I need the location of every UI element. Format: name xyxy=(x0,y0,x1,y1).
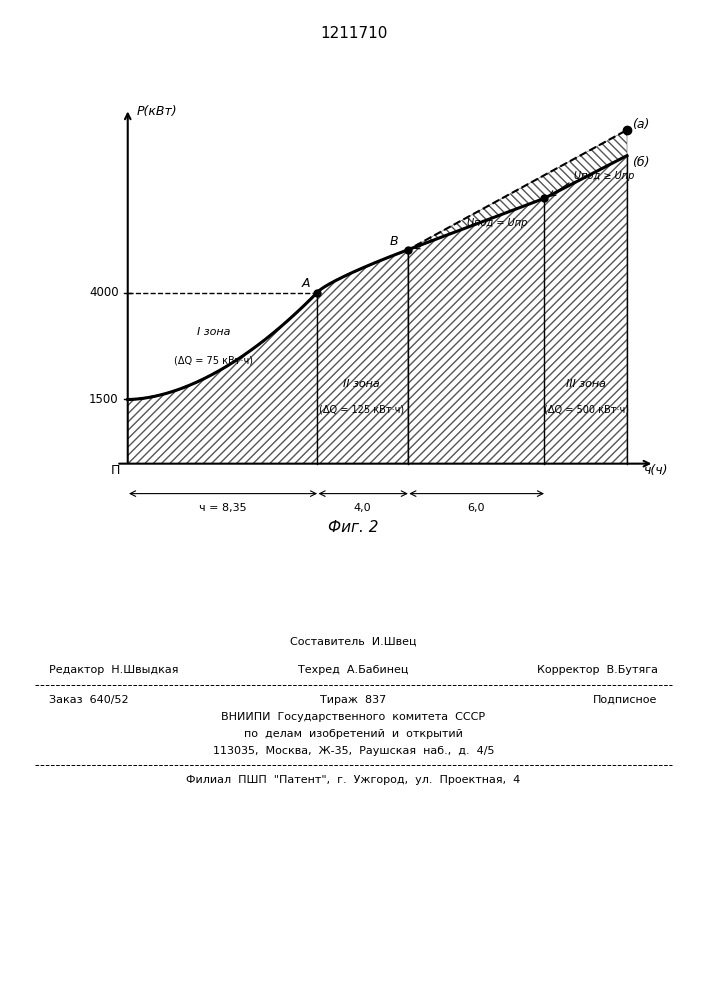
Text: Фиг. 2: Фиг. 2 xyxy=(328,520,379,535)
Text: ВНИИПИ  Государственного  комитета  СССР: ВНИИПИ Государственного комитета СССР xyxy=(221,712,486,722)
Text: II зона: II зона xyxy=(343,379,380,389)
Text: А: А xyxy=(301,277,310,290)
Text: Корректор  В.Бутяга: Корректор В.Бутяга xyxy=(537,665,658,675)
Text: Редактор  Н.Швыдкая: Редактор Н.Швыдкая xyxy=(49,665,179,675)
Text: 113035,  Москва,  Ж-35,  Раушская  наб.,  д.  4/5: 113035, Москва, Ж-35, Раушская наб., д. … xyxy=(213,746,494,756)
Text: (ΔQ = 125 кВт·ч): (ΔQ = 125 кВт·ч) xyxy=(319,404,404,414)
Text: Uпод ≥ Uпр: Uпод ≥ Uпр xyxy=(573,171,634,181)
Text: (ΔQ = 75 кВт·ч): (ΔQ = 75 кВт·ч) xyxy=(175,355,254,365)
Text: Заказ  640/52: Заказ 640/52 xyxy=(49,695,129,705)
Text: III зона: III зона xyxy=(566,379,606,389)
Text: П: П xyxy=(110,464,120,477)
Text: ч = 8,35: ч = 8,35 xyxy=(199,503,246,513)
Text: ч(ч): ч(ч) xyxy=(644,464,669,477)
Text: 1500: 1500 xyxy=(89,393,119,406)
Text: В: В xyxy=(390,235,399,248)
Text: (б): (б) xyxy=(631,156,649,169)
Text: (ΔQ = 500 кВт·ч): (ΔQ = 500 кВт·ч) xyxy=(544,404,629,414)
Text: Подписное: Подписное xyxy=(593,695,658,705)
Text: I зона: I зона xyxy=(197,327,230,337)
Text: Техред  А.Бабинец: Техред А.Бабинец xyxy=(298,665,409,675)
Text: Составитель  И.Швец: Составитель И.Швец xyxy=(291,637,416,647)
Text: по  делам  изобретений  и  открытий: по делам изобретений и открытий xyxy=(244,729,463,739)
Text: Филиал  ПШП  "Патент",  г.  Ужгород,  ул.  Проектная,  4: Филиал ПШП "Патент", г. Ужгород, ул. Про… xyxy=(187,775,520,785)
Text: Тираж  837: Тираж 837 xyxy=(320,695,387,705)
Text: (а): (а) xyxy=(631,118,649,131)
Text: 1211710: 1211710 xyxy=(320,26,387,41)
Text: P(кВт): P(кВт) xyxy=(137,105,177,118)
Text: 4,0: 4,0 xyxy=(354,503,371,513)
Text: Uпод = Uпр: Uпод = Uпр xyxy=(467,218,527,228)
Text: 4000: 4000 xyxy=(89,286,119,299)
Text: 6,0: 6,0 xyxy=(467,503,485,513)
